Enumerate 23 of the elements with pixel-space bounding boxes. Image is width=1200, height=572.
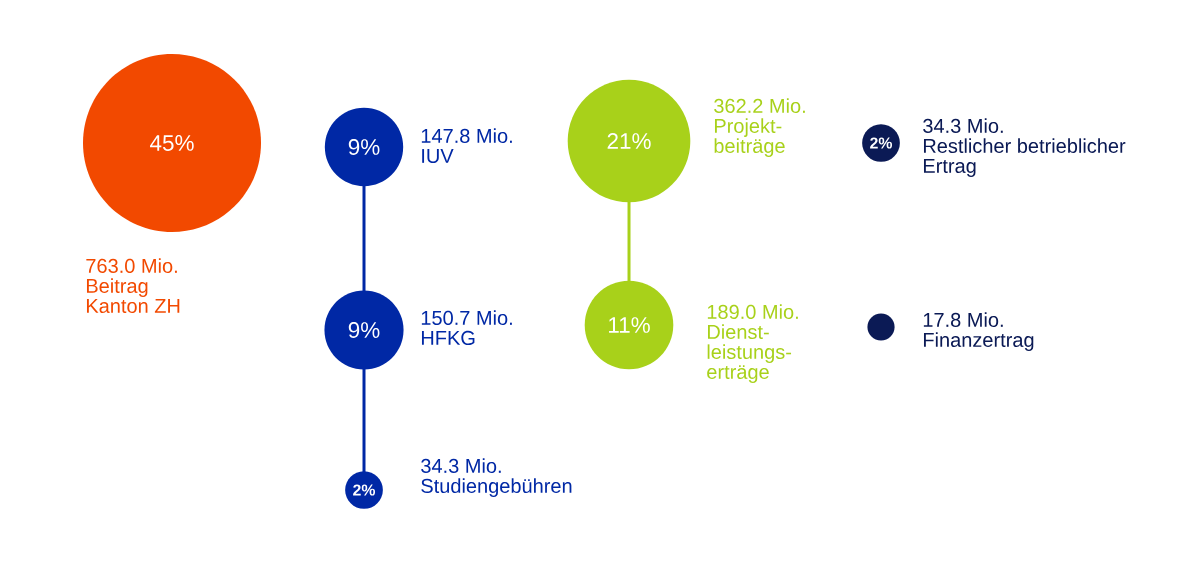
category-label: Restlicher betrieblicher Ertrag	[923, 138, 1126, 177]
category-label: Studiengebühren	[421, 478, 572, 497]
data-label: 34.3 Mio.	[421, 458, 501, 474]
text: 2%	[870, 137, 893, 149]
category-label: Finanzertrag	[923, 332, 1034, 351]
data-label: 34.3 Mio.	[923, 118, 1003, 134]
category-label: IUV	[422, 149, 454, 164]
category-label: HFKG	[421, 330, 475, 346]
data-label: 147.8 Mio.	[421, 128, 512, 144]
data-label: 17.8 Mio.	[923, 312, 1003, 328]
data-label: 763.0 Mio.	[86, 258, 177, 274]
data-label: 362.2 Mio.	[714, 98, 805, 114]
category-label: Projekt-beiträge	[714, 118, 785, 157]
text: 2%	[353, 484, 376, 496]
text: 11%	[609, 317, 650, 333]
text: 45%	[150, 135, 194, 151]
category-label: Beitrag Kanton ZH	[86, 278, 180, 314]
category-label: Dienst-leistungs-erträge	[707, 324, 792, 383]
data-label: 189.0 Mio.	[707, 304, 798, 320]
data-label: 150.7 Mio.	[421, 310, 512, 326]
text: 9%	[348, 139, 380, 155]
text: 21%	[607, 133, 651, 149]
text: 9%	[348, 322, 380, 338]
